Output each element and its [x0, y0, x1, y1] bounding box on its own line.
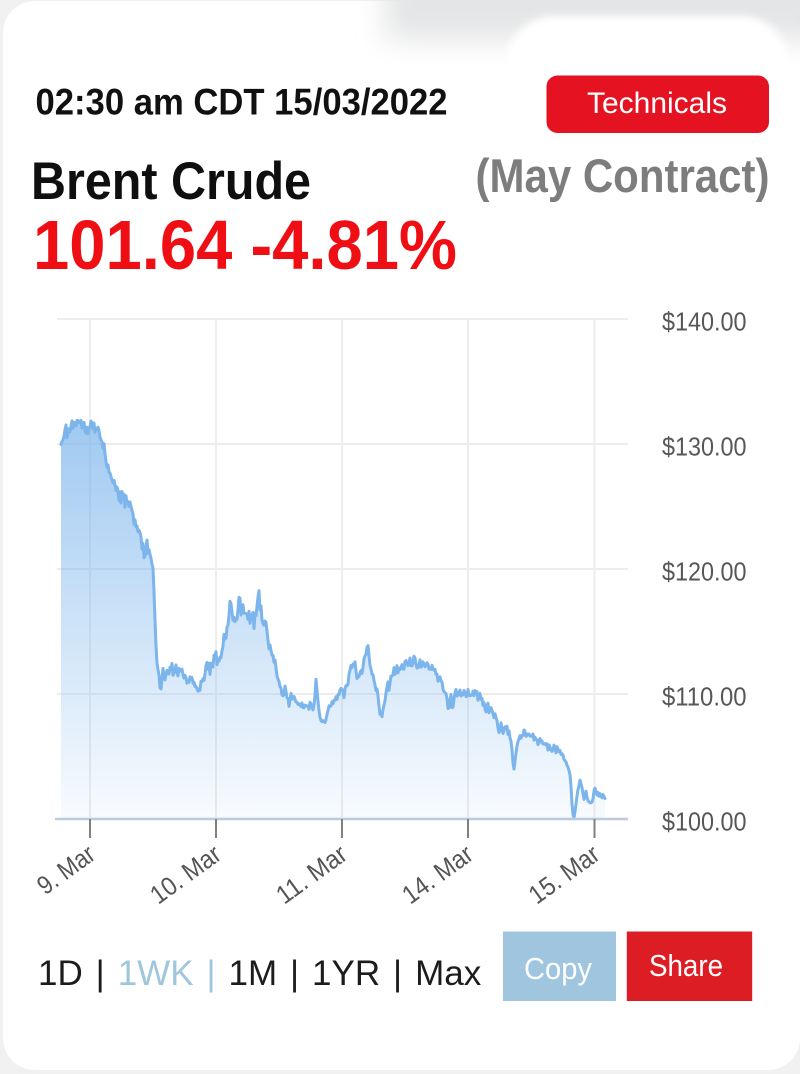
svg-text:101.64 -4.81%: 101.64 -4.81%	[33, 206, 457, 284]
svg-text:Share: Share	[649, 948, 723, 983]
svg-text:Brent Crude: Brent Crude	[31, 152, 311, 211]
svg-text:(May Contract): (May Contract)	[476, 149, 770, 202]
svg-text:$100.00: $100.00	[662, 807, 747, 837]
svg-text:$140.00: $140.00	[662, 307, 747, 337]
svg-text:Copy: Copy	[524, 951, 592, 986]
svg-text:$110.00: $110.00	[662, 682, 747, 712]
svg-text:$130.00: $130.00	[662, 432, 747, 462]
svg-text:$120.00: $120.00	[662, 557, 747, 587]
svg-text:02:30 am CDT 15/03/2022: 02:30 am CDT 15/03/2022	[36, 82, 448, 123]
svg-text:Technicals: Technicals	[587, 87, 727, 120]
svg-text:1D | 1WK | 1M | 1YR | Max: 1D | 1WK | 1M | 1YR | Max	[38, 954, 482, 993]
